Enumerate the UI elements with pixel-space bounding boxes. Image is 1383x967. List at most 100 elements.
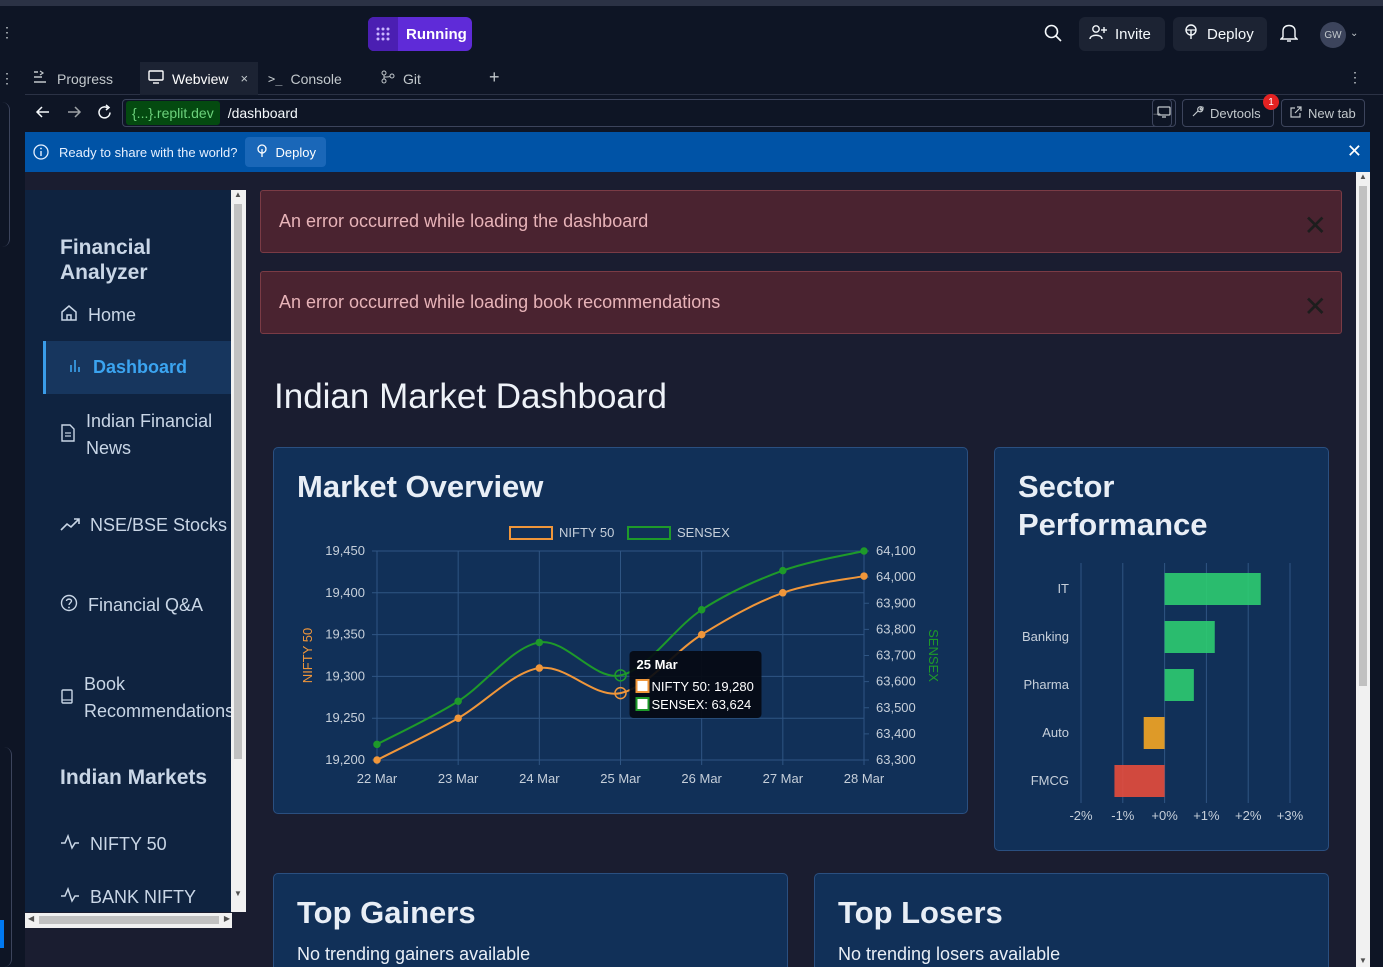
- sidebar-item-bank-nifty[interactable]: BANK NIFTY: [60, 886, 197, 908]
- close-icon[interactable]: ✕: [1346, 141, 1362, 161]
- scroll-down-icon[interactable]: ▼: [234, 889, 242, 898]
- menu-dots-icon[interactable]: ⋮: [0, 24, 14, 40]
- sidebar-item-label: NIFTY 50: [90, 834, 167, 854]
- devtools-button[interactable]: Devtools 1: [1182, 94, 1279, 127]
- data-point: [779, 589, 787, 597]
- tab-console[interactable]: >_ Console: [260, 62, 370, 95]
- tab-label: Console: [290, 70, 342, 87]
- y-tick-label: 19,350: [325, 627, 365, 642]
- monitor-icon: [148, 70, 164, 87]
- forward-icon[interactable]: [66, 104, 82, 125]
- panel-edge: [0, 102, 10, 247]
- tab-webview[interactable]: Webview ×: [140, 62, 258, 95]
- sidebar-item-dashboard[interactable]: Dashboard: [43, 341, 246, 394]
- y-tick-label: 19,300: [325, 668, 365, 683]
- scrollbar-thumb[interactable]: [39, 916, 219, 924]
- x-tick-label: 25 Mar: [600, 771, 641, 786]
- sidebar-hscrollbar[interactable]: ◀ ▶: [25, 913, 232, 928]
- empty-message: No trending losers available: [838, 944, 1061, 964]
- banner-deploy-button[interactable]: Deploy: [245, 137, 326, 167]
- device-preview-button[interactable]: [1152, 99, 1176, 127]
- scroll-down-icon[interactable]: ▼: [1359, 956, 1367, 965]
- sidebar-item-qa[interactable]: Financial Q&A: [60, 594, 203, 617]
- add-tab-icon[interactable]: +: [489, 67, 500, 87]
- tooltip-swatch: [635, 697, 650, 711]
- scrollbar-thumb[interactable]: [1359, 186, 1367, 686]
- close-icon[interactable]: ✕: [1303, 210, 1327, 241]
- tab-git[interactable]: Git: [373, 62, 473, 95]
- card-title: Sector Performance: [1018, 469, 1208, 542]
- bell-icon[interactable]: [1279, 23, 1299, 48]
- sector-bar: [1164, 621, 1215, 653]
- sidebar-item-books[interactable]: Book Recommendations: [60, 671, 246, 725]
- sector-bar: [1114, 765, 1165, 797]
- x-tick-label: 26 Mar: [681, 771, 722, 786]
- new-tab-label: New tab: [1308, 105, 1356, 121]
- y2-tick-label: 64,100: [876, 543, 916, 558]
- tab-progress[interactable]: Progress: [25, 62, 139, 95]
- y2-tick-label: 63,400: [876, 726, 916, 741]
- url-field[interactable]: {...}.replit.dev /dashboard →: [122, 99, 1172, 127]
- search-icon[interactable]: [1043, 23, 1063, 48]
- close-icon[interactable]: ✕: [1303, 291, 1327, 322]
- avatar[interactable]: GW: [1320, 22, 1346, 48]
- invite-button[interactable]: Invite: [1079, 17, 1165, 51]
- y2-tick-label: 63,600: [876, 674, 916, 689]
- devtools-label: Devtools: [1210, 105, 1261, 121]
- market-line-chart[interactable]: 22 Mar 23 Mar 24 Mar 25 Mar 26 Mar 27 Mar 28 M…: [274, 448, 969, 815]
- external-link-icon: [1290, 105, 1302, 121]
- reload-icon[interactable]: [96, 104, 113, 126]
- y-tick-label: 19,450: [325, 543, 365, 558]
- sidebar-item-label: BANK NIFTY: [90, 887, 197, 907]
- data-point: [373, 740, 381, 749]
- scroll-up-icon[interactable]: ▲: [234, 190, 242, 199]
- sidebar-item-nifty[interactable]: NIFTY 50: [60, 833, 167, 855]
- data-point: [697, 606, 706, 614]
- deploy-banner: Ready to share with the world? Deploy ✕: [25, 132, 1370, 172]
- help-icon: [60, 594, 78, 617]
- panel-edge: [0, 747, 12, 967]
- sector-bar: [1143, 717, 1165, 749]
- y2-tick-label: 63,500: [876, 700, 916, 715]
- sidebar-item-home[interactable]: Home: [60, 304, 136, 327]
- deploy-button[interactable]: Deploy: [1173, 17, 1267, 51]
- more-icon[interactable]: ⋮: [1348, 69, 1362, 85]
- close-icon[interactable]: ×: [240, 71, 249, 86]
- add-user-icon: [1089, 24, 1107, 44]
- y-tick-label: 19,400: [325, 585, 365, 600]
- scroll-up-icon[interactable]: ▲: [1359, 172, 1367, 181]
- y-tick-label: 19,250: [325, 710, 365, 725]
- y2-tick-label: 63,900: [876, 595, 916, 610]
- url-path: /dashboard: [227, 105, 298, 121]
- new-tab-button[interactable]: New tab: [1281, 99, 1365, 127]
- sidebar-item-label: Indian Financial News: [86, 411, 213, 458]
- run-button[interactable]: Running: [368, 17, 472, 51]
- scroll-left-icon[interactable]: ◀: [28, 914, 35, 923]
- error-alert: An error occurred while loading book rec…: [260, 271, 1342, 334]
- tab-label: Progress: [57, 70, 114, 87]
- top-gainers-card: Top Gainers No trending gainers availabl…: [273, 873, 788, 967]
- scroll-right-icon[interactable]: ▶: [223, 914, 230, 923]
- bar-chart-icon: [67, 357, 83, 378]
- sector-label: FMCG: [1031, 773, 1069, 788]
- deploy-icon: [1183, 24, 1199, 44]
- sidebar-scrollbar[interactable]: ▲ ▼: [231, 190, 246, 912]
- sidebar-item-label: Home: [88, 305, 137, 325]
- more-icon[interactable]: ⋮: [0, 70, 14, 86]
- data-point: [614, 669, 627, 682]
- data-point: [454, 714, 462, 722]
- x-tick-label: 28 Mar: [844, 771, 885, 786]
- banner-text: Ready to share with the world?: [59, 144, 238, 160]
- page-scrollbar[interactable]: ▲ ▼: [1356, 172, 1370, 967]
- back-icon[interactable]: [35, 104, 51, 125]
- sidebar-item-news[interactable]: Indian Financial News: [60, 408, 235, 462]
- go-arrow-icon[interactable]: →: [1151, 105, 1163, 119]
- sidebar-item-stocks[interactable]: NSE/BSE Stocks: [60, 515, 227, 536]
- legend-label: NIFTY 50: [559, 525, 614, 540]
- scroll-indicator: [0, 920, 4, 948]
- webview: Financial Analyzer Home Dashboard Indian…: [25, 172, 1370, 967]
- scrollbar-thumb[interactable]: [234, 204, 242, 759]
- sector-bar-chart[interactable]: -2% -1% +0% +1% +2% +3% IT Banking Pharma Auto FMC…: [995, 448, 1330, 852]
- chevron-down-icon[interactable]: ⌄: [1350, 28, 1359, 39]
- deploy-icon: [255, 143, 269, 161]
